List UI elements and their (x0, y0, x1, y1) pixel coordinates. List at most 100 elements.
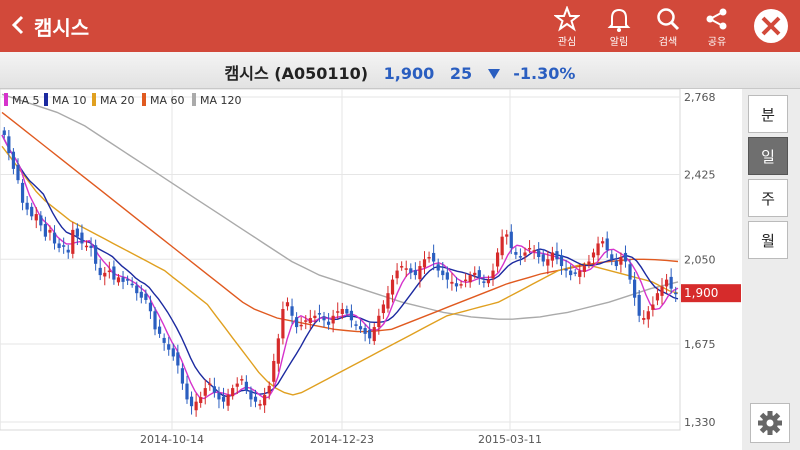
back-button[interactable] (8, 10, 30, 40)
candle-body (623, 252, 628, 262)
candle-body (308, 318, 312, 324)
candle-body (573, 272, 577, 274)
candle-body (381, 304, 385, 314)
candle-body (413, 270, 417, 276)
legend-label: MA 120 (200, 94, 242, 107)
candle-body (221, 396, 226, 402)
candle-body (157, 326, 162, 334)
candle-body (71, 229, 75, 254)
y-tick-label: 2,768 (684, 91, 716, 104)
candle-body (404, 268, 408, 270)
candle-body (263, 394, 267, 406)
candle-body (25, 202, 29, 210)
candle-body (217, 392, 221, 400)
candle-body (103, 272, 107, 277)
candle-body (655, 293, 660, 301)
candle-body (527, 247, 532, 250)
candle-body (651, 304, 655, 310)
candle-body (80, 232, 84, 244)
candle-body (491, 270, 495, 279)
search-button[interactable]: 검색 (645, 4, 691, 50)
candle-body (464, 279, 468, 282)
candle-body (409, 268, 413, 273)
candle-body (121, 277, 125, 282)
candle-body (610, 254, 614, 260)
candle-body (326, 321, 331, 325)
candle-body (89, 245, 93, 248)
candle-body (281, 308, 285, 339)
candle-body (587, 261, 591, 265)
candle-body (614, 260, 618, 267)
candlesticks (2, 127, 678, 417)
share-icon (706, 8, 727, 30)
close-icon (754, 9, 788, 43)
favorite-button[interactable]: 관심 (544, 4, 590, 50)
candle-body (340, 308, 344, 314)
candle-body (664, 279, 669, 287)
candle-body (226, 394, 230, 406)
candle-body (596, 243, 600, 256)
candle-body (98, 267, 102, 276)
legend-label: MA 60 (150, 94, 185, 107)
legend-swatch (4, 93, 8, 106)
candle-body (180, 368, 185, 384)
candle-body (2, 130, 6, 135)
star-icon (554, 6, 580, 32)
gear-icon (758, 411, 782, 435)
period-selector: 분 일 주 월 (742, 89, 800, 450)
candle-body (94, 245, 98, 264)
ma120-line (1, 93, 679, 320)
settings-button[interactable] (750, 403, 790, 443)
current-price-label: 1,900 (684, 286, 718, 300)
legend-label: MA 5 (12, 94, 40, 107)
candle-body (11, 151, 16, 169)
chart-grid (0, 89, 680, 430)
candle-body (386, 293, 390, 309)
candle-body (240, 379, 244, 381)
stock-name: 캠시스 (A050110) (224, 64, 369, 83)
candle-body (153, 311, 157, 330)
candle-body (550, 252, 554, 261)
period-minute-button[interactable]: 분 (748, 95, 788, 133)
candle-body (212, 386, 216, 393)
period-day-button[interactable]: 일 (748, 137, 788, 175)
legend-swatch (192, 93, 196, 106)
candle-body (669, 276, 673, 289)
candle-body (139, 291, 143, 298)
y-tick-label: 2,050 (684, 253, 716, 266)
app-header: 캠시스 관심 알림 검색 공유 (0, 0, 800, 52)
search-label: 검색 (658, 37, 678, 48)
candle-body (518, 256, 523, 258)
x-tick-label: 2014-12-23 (310, 433, 374, 446)
candle-body (500, 236, 504, 256)
candle-body (171, 348, 175, 357)
period-week-button[interactable]: 주 (748, 179, 788, 217)
y-tick-label: 1,330 (684, 416, 716, 429)
legend-label: MA 20 (100, 94, 135, 107)
candle-body (258, 403, 262, 406)
candle-body (336, 311, 340, 313)
share-button[interactable]: 공유 (694, 4, 740, 50)
legend-swatch (142, 93, 146, 106)
x-tick-label: 2015-03-11 (478, 433, 542, 446)
down-triangle-icon (487, 69, 500, 79)
alarm-button[interactable]: 알림 (596, 4, 642, 50)
candle-body (445, 272, 449, 280)
close-button[interactable] (751, 6, 791, 46)
candle-body (591, 252, 596, 258)
candle-body (253, 396, 258, 402)
stock-change-rate: -1.30% (513, 64, 576, 83)
candle-body (48, 229, 52, 233)
candle-body (372, 327, 376, 342)
ma10-line (1, 134, 679, 398)
alarm-label: 알림 (609, 37, 629, 48)
ma20-line (1, 145, 679, 396)
period-month-button[interactable]: 월 (748, 221, 788, 259)
candle-body (541, 254, 545, 262)
candle-body (486, 279, 491, 284)
candle-body (130, 283, 134, 286)
candle-body (231, 388, 235, 397)
candle-body (39, 215, 43, 226)
candle-body (509, 231, 513, 248)
